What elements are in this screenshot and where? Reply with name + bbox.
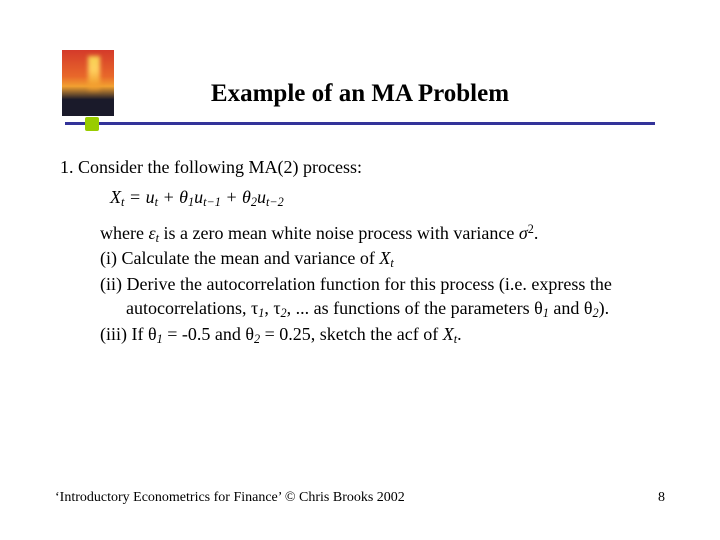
- iii-end: .: [457, 324, 462, 344]
- where-sigma: σ: [519, 223, 528, 243]
- page-number: 8: [658, 490, 665, 506]
- eq-theta1: θ: [179, 187, 188, 207]
- eq-plus2: +: [221, 187, 242, 207]
- where-mid: is a zero mean white noise process with …: [159, 223, 519, 243]
- equation-ma2: Xt = ut + θ1ut−1 + θ2ut−2: [110, 185, 665, 211]
- where-epsilon: ε: [148, 223, 155, 243]
- eq-u2: u: [194, 187, 203, 207]
- item-i-X: X: [379, 248, 390, 268]
- iii-a: (iii) If θ: [100, 324, 157, 344]
- slide-body: 1. Consider the following MA(2) process:…: [55, 155, 665, 347]
- eq-sub-tm2: t−2: [266, 195, 284, 209]
- ii-2e: ).: [599, 298, 610, 318]
- question-intro: 1. Consider the following MA(2) process:: [60, 155, 665, 179]
- eq-plus1: +: [158, 187, 179, 207]
- item-i-sub-t: t: [390, 256, 393, 270]
- footer-citation: ‘Introductory Econometrics for Finance’ …: [55, 490, 405, 506]
- item-i-text: (i) Calculate the mean and variance of: [100, 248, 379, 268]
- eq-u1: u: [146, 187, 155, 207]
- item-ii-line2: autocorrelations, τ1, τ2, ... as functio…: [126, 296, 665, 322]
- book-cover-thumbnail: [62, 50, 114, 116]
- iii-X: X: [443, 324, 454, 344]
- slide-title: Example of an MA Problem: [55, 80, 665, 108]
- ii-2b: , τ: [264, 298, 280, 318]
- eq-sub-tm1: t−1: [203, 195, 221, 209]
- where-end: .: [534, 223, 539, 243]
- where-clause: where εt is a zero mean white noise proc…: [100, 221, 665, 247]
- iii-c: = 0.25, sketch the acf of: [260, 324, 443, 344]
- ii-2d: and θ: [549, 298, 593, 318]
- eq-eq: =: [124, 187, 145, 207]
- iii-b: = -0.5 and θ: [163, 324, 254, 344]
- item-ii-line1: (ii) Derive the autocorrelation function…: [100, 272, 665, 296]
- item-iii: (iii) If θ1 = -0.5 and θ2 = 0.25, sketch…: [100, 322, 665, 348]
- eq-u3: u: [257, 187, 266, 207]
- where-pre: where: [100, 223, 148, 243]
- title-divider: [65, 122, 655, 125]
- slide: Example of an MA Problem 1. Consider the…: [0, 0, 720, 540]
- ii-2a: autocorrelations, τ: [126, 298, 258, 318]
- slide-footer: ‘Introductory Econometrics for Finance’ …: [55, 490, 665, 506]
- ii-2c: , ... as functions of the parameters θ: [287, 298, 543, 318]
- eq-X: X: [110, 187, 121, 207]
- item-i: (i) Calculate the mean and variance of X…: [100, 246, 665, 272]
- eq-theta2: θ: [242, 187, 251, 207]
